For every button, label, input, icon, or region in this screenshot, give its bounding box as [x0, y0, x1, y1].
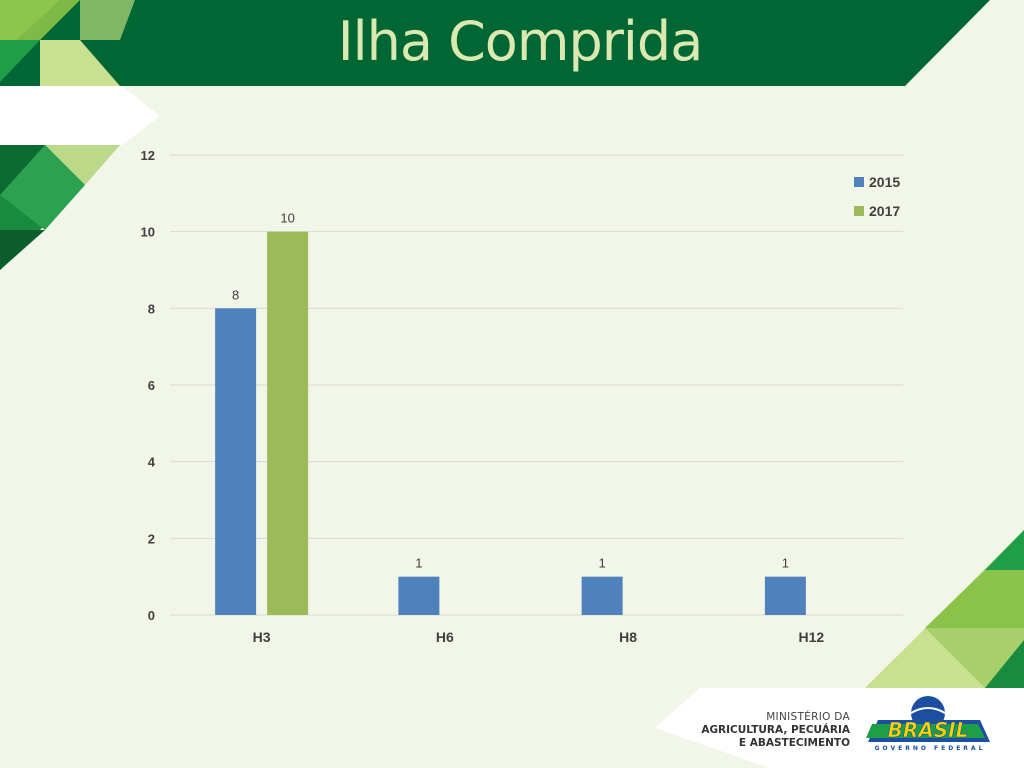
deco-triangle [45, 145, 120, 185]
legend-swatch-2015 [854, 177, 864, 187]
y-tick-label: 10 [141, 225, 155, 240]
ministry-line-2: AGRICULTURA, PECUÁRIA [701, 724, 850, 736]
bar-2017-H3 [267, 231, 309, 615]
x-tick-label: H3 [253, 629, 271, 645]
bar-2015-H6 [398, 576, 440, 615]
legend-swatch-2017 [854, 206, 864, 216]
brasil-tagline: GOVERNO FEDERAL [875, 745, 986, 752]
deco-triangle [80, 0, 135, 40]
ministry-line-3: E ABASTECIMENTO [738, 737, 850, 749]
y-tick-label: 0 [148, 608, 155, 623]
bar-2015-H8 [581, 576, 623, 615]
y-tick-label: 12 [141, 148, 155, 163]
deco-triangle [925, 570, 1024, 628]
deco-triangle [0, 0, 80, 40]
deco-triangle [0, 230, 45, 270]
data-label: 1 [782, 556, 789, 571]
legend-label-2015: 2015 [869, 174, 900, 190]
bar-2015-H12 [764, 576, 806, 615]
deco-triangle [0, 145, 85, 230]
deco-triangle [40, 40, 120, 86]
y-tick-label: 2 [148, 531, 155, 546]
white-tab-shape [0, 86, 160, 145]
data-label: 8 [232, 287, 239, 302]
ministry-line-1: MINISTÉRIO DA [766, 711, 850, 723]
data-label: 10 [280, 211, 294, 226]
y-tick-label: 8 [148, 301, 155, 316]
deco-triangle [0, 40, 40, 82]
y-tick-label: 6 [148, 378, 155, 393]
title-banner-shape [0, 0, 990, 86]
deco-triangle [985, 640, 1024, 688]
legend-label-2017: 2017 [869, 203, 900, 219]
ministry-logo-text: MINISTÉRIO DA AGRICULTURA, PECUÁRIA E AB… [700, 711, 850, 750]
data-label: 1 [415, 556, 422, 571]
bar-2015-H3 [215, 308, 257, 615]
brasil-logo-text: BRASIL [888, 718, 969, 742]
data-label: 1 [599, 556, 606, 571]
page-title: Ilha Comprida [337, 10, 704, 73]
x-tick-label: H8 [619, 629, 637, 645]
x-tick-label: H12 [799, 629, 825, 645]
x-tick-label: H6 [436, 629, 454, 645]
y-tick-label: 4 [148, 455, 156, 470]
brasil-logo [866, 696, 990, 742]
deco-triangle [985, 530, 1024, 570]
